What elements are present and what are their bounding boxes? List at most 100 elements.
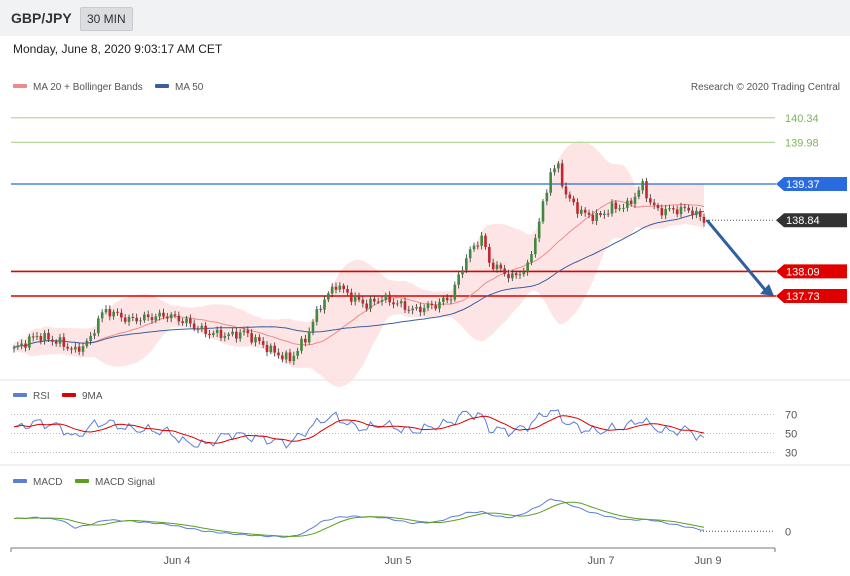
candle-body xyxy=(426,303,430,309)
candle xyxy=(31,332,35,342)
candle xyxy=(357,292,361,303)
candle-body xyxy=(557,163,560,169)
candle-body xyxy=(511,273,514,279)
candle xyxy=(572,195,575,206)
candle xyxy=(116,308,119,316)
candle-body xyxy=(150,317,154,321)
candle xyxy=(549,168,552,196)
candle-body xyxy=(530,254,533,263)
candle xyxy=(476,241,480,250)
candle-body xyxy=(47,333,50,340)
candle-body xyxy=(51,339,54,342)
candle xyxy=(442,295,445,306)
candle xyxy=(369,296,372,313)
candle-body xyxy=(54,341,58,344)
candle xyxy=(223,332,227,342)
candle xyxy=(112,309,115,320)
candle-body xyxy=(553,168,556,173)
candle xyxy=(265,341,269,357)
candle xyxy=(675,205,679,218)
support-level-label: 137.73 xyxy=(786,291,820,303)
candle xyxy=(238,329,242,342)
legend-swatch-ma50 xyxy=(155,84,169,88)
candle-body xyxy=(518,274,522,276)
candle xyxy=(419,302,422,317)
candle xyxy=(380,296,384,306)
candle-body xyxy=(580,209,583,214)
candle xyxy=(545,189,549,206)
candle xyxy=(189,314,192,328)
candle-body xyxy=(664,208,667,216)
rsi-line xyxy=(13,409,705,449)
candle-body xyxy=(273,345,276,353)
candle-body xyxy=(583,209,587,213)
last-price-tag xyxy=(776,213,847,228)
candle xyxy=(81,343,85,356)
candle-body xyxy=(43,333,46,341)
candle xyxy=(254,334,257,347)
candle xyxy=(54,339,58,347)
candle-body xyxy=(227,334,230,337)
candle xyxy=(77,342,81,356)
candle-body xyxy=(645,181,648,199)
candle xyxy=(242,327,246,336)
candle xyxy=(74,343,77,353)
candle xyxy=(511,270,514,282)
candle-body xyxy=(507,273,510,279)
candle-body xyxy=(281,355,284,360)
candle xyxy=(522,267,526,277)
candle xyxy=(426,301,430,312)
candle xyxy=(261,337,265,349)
candle xyxy=(610,199,614,217)
candle xyxy=(564,182,568,199)
candle-body xyxy=(572,198,575,203)
candle xyxy=(288,348,292,364)
pivot-level-tag xyxy=(776,177,847,191)
legend-swatch-9ma xyxy=(62,393,76,397)
candle-body xyxy=(419,306,422,313)
candle xyxy=(445,294,449,304)
candle-body xyxy=(108,309,112,317)
candle-body xyxy=(74,346,77,350)
candle xyxy=(518,270,522,280)
candle xyxy=(173,310,177,319)
candle-body xyxy=(373,298,376,302)
candle xyxy=(235,327,238,343)
candle-body xyxy=(618,208,621,210)
candle xyxy=(480,231,483,250)
candle-body xyxy=(499,264,503,269)
candle xyxy=(530,251,533,266)
candle-body xyxy=(549,172,552,193)
candle xyxy=(526,259,529,276)
candle-body xyxy=(166,316,169,319)
timeframe-button[interactable]: 30 MIN xyxy=(80,7,133,31)
candle xyxy=(606,209,610,218)
candle xyxy=(292,351,296,365)
candle xyxy=(123,314,127,325)
candle xyxy=(392,298,395,309)
candle-body xyxy=(342,285,345,290)
candle-body xyxy=(238,332,242,339)
candle-body xyxy=(599,212,602,216)
candle-body xyxy=(633,196,637,204)
candle-body xyxy=(449,299,453,301)
rsi-9ma-line xyxy=(13,415,705,444)
candle xyxy=(687,204,690,213)
candle-body xyxy=(77,346,81,352)
candle-body xyxy=(219,329,223,338)
legend-swatch-macd xyxy=(13,479,27,483)
candle xyxy=(702,213,706,227)
candle xyxy=(16,342,20,350)
candle xyxy=(273,342,276,357)
candle-body xyxy=(457,274,460,285)
candle-body xyxy=(522,271,526,275)
candle xyxy=(415,304,418,311)
candle-body xyxy=(307,331,311,343)
candle xyxy=(396,300,399,307)
candle-body xyxy=(652,202,656,206)
candle xyxy=(185,315,188,327)
candle-body xyxy=(353,295,357,302)
candle xyxy=(104,305,108,315)
candle-body xyxy=(116,311,119,313)
candle xyxy=(39,333,43,345)
